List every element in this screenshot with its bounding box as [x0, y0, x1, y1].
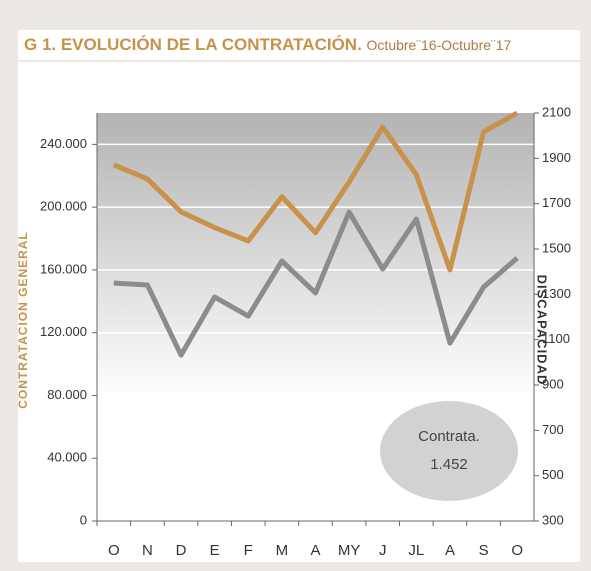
y2-tick-label: 1700	[542, 195, 571, 210]
x-tick-label: MY	[338, 542, 361, 559]
annotation-text: 1.452	[430, 456, 468, 473]
y2-tick-label: 1900	[542, 150, 571, 165]
y2-tick-label: 1300	[542, 286, 571, 301]
x-tick-label: A	[445, 542, 455, 559]
y-tick-label: 200.000	[40, 199, 87, 214]
y-tick-label: 0	[80, 512, 87, 527]
y2-axis-title: DISCAPACIDAD	[535, 275, 550, 386]
series-line	[113, 209, 519, 358]
y-axis-title: CONTRATACION GENERAL	[16, 231, 30, 409]
y-tick-label: 240.000	[40, 136, 87, 151]
y2-tick-label: 2100	[542, 104, 571, 119]
x-tick-label: F	[244, 542, 253, 559]
x-tick-label: M	[276, 542, 289, 559]
x-tick-label: J	[379, 542, 387, 559]
title-band	[18, 30, 580, 60]
y2-tick-label: 1500	[542, 240, 571, 255]
annotation-text: Contrata.	[418, 428, 480, 445]
y-tick-label: 160.000	[40, 261, 87, 276]
x-tick-label: O	[511, 542, 523, 559]
x-tick-label: A	[310, 542, 320, 559]
annotation-bubble	[380, 401, 518, 501]
series-line	[112, 110, 519, 273]
y2-tick-label: 500	[542, 467, 564, 482]
x-tick-label: E	[210, 542, 220, 559]
x-tick-label: S	[479, 542, 489, 559]
y-tick-label: 40.000	[47, 450, 87, 465]
subtitle: Octubre¨16-Octubre¨17	[367, 37, 512, 53]
y2-tick-label: 900	[542, 376, 564, 391]
x-tick-label: JL	[408, 542, 424, 559]
y2-tick-label: 300	[542, 512, 564, 527]
x-tick-label: N	[142, 542, 153, 559]
x-tick-label: D	[176, 542, 187, 559]
y2-tick-label: 700	[542, 422, 564, 437]
y-tick-label: 120.000	[40, 324, 87, 339]
y2-tick-label: 1100	[542, 331, 570, 346]
chart-title: G 1. EVOLUCIÓN DE LA CONTRATACIÓN. Octub…	[24, 35, 511, 54]
y-tick-label: 80.000	[47, 387, 87, 402]
title: G 1. EVOLUCIÓN DE LA CONTRATACIÓN.	[24, 35, 362, 54]
x-tick-label: O	[108, 542, 120, 559]
